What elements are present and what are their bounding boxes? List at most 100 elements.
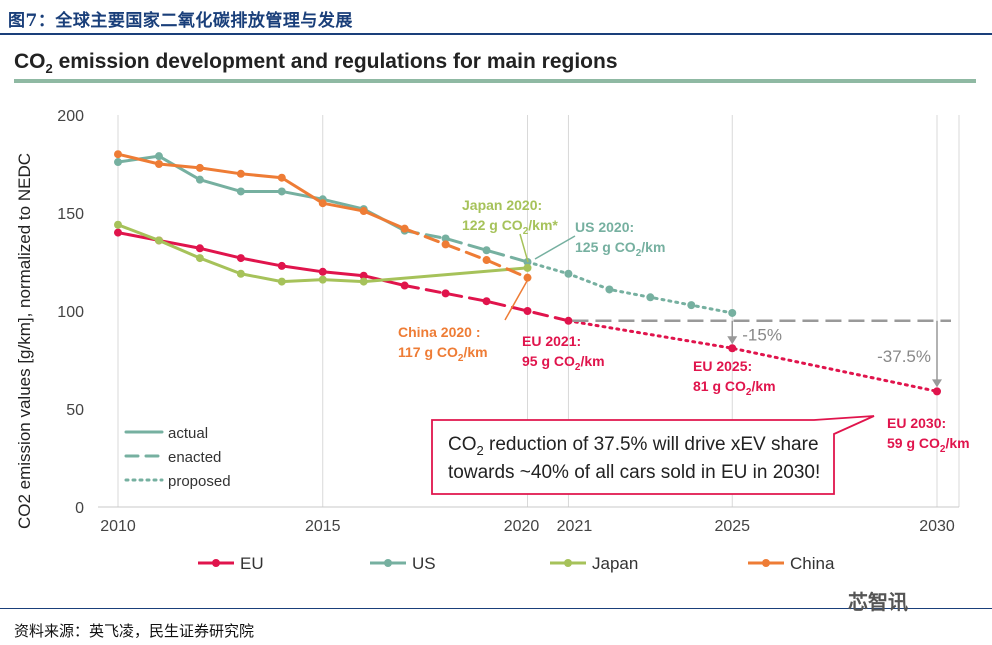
point-japan-2010 (114, 220, 122, 229)
point-china-2017 (400, 224, 409, 233)
callout-line2: towards ~40% of all cars sold in EU in 2… (448, 462, 820, 483)
legend-eu-label: EU (240, 554, 264, 573)
callout-box (431, 415, 875, 495)
legend-us-marker (384, 559, 392, 567)
point-us-2022 (605, 285, 614, 294)
series-eu-enacted-line (403, 284, 570, 323)
annotation-eu-2030-line1: EU 2030: (887, 415, 946, 431)
legend-china-marker (762, 559, 770, 567)
point-china-2015 (318, 199, 327, 208)
point-us-2012 (195, 175, 204, 184)
y-tick-50: 50 (66, 402, 84, 419)
callout-line1: CO2 reduction of 37.5% will drive xEV sh… (448, 434, 819, 458)
point-china-2010 (114, 150, 122, 159)
title-rule (14, 79, 976, 83)
annotation-eu-2021-line2: 95 g CO2/km (522, 353, 605, 373)
y-tick-200: 200 (57, 108, 84, 125)
us-pointer-line (534, 235, 576, 260)
point-us-2025 (728, 308, 737, 317)
point-japan-2015 (318, 275, 327, 284)
point-us-2010 (114, 158, 122, 167)
x-tick-2025: 2025 (714, 518, 750, 535)
point-us-2014 (277, 187, 286, 196)
annotation-china-2020-line2: 117 g CO2/km (398, 344, 488, 364)
point-china-2020 (523, 273, 532, 282)
point-eu-2030 (933, 387, 941, 396)
series-china-enacted-line (403, 227, 529, 280)
point-eu-2016 (359, 271, 368, 280)
point-china-2014 (277, 173, 286, 182)
annotation-us-2020-line1: US 2020: (575, 219, 634, 235)
point-china-2013 (236, 169, 245, 178)
legend-style-enacted-label: enacted (168, 449, 221, 466)
point-japan-2014 (277, 277, 286, 286)
legend-style-actual-label: actual (168, 425, 208, 442)
point-us-2023 (646, 293, 655, 302)
title-rest: emission development and regulations for… (52, 50, 618, 73)
annotation-us-2020-line2: 125 g CO2/km (575, 239, 665, 259)
point-eu-2012 (195, 244, 204, 253)
point-japan-2011 (154, 236, 163, 245)
annotation-eu-2025-line2: 81 g CO2/km (693, 378, 776, 398)
arrow-375-head (932, 379, 942, 388)
point-eu-2010 (114, 228, 122, 237)
legend-eu-marker (212, 559, 220, 567)
y-tick-150: 150 (57, 206, 84, 223)
point-eu-2015 (318, 267, 327, 276)
watermark: 芯智讯 (848, 592, 908, 614)
legend-japan-marker (564, 559, 572, 567)
point-eu-2013 (236, 254, 245, 263)
x-tick-2020: 2020 (504, 518, 540, 535)
japan-pointer-line (519, 233, 529, 263)
point-china-2018 (441, 240, 450, 249)
point-eu-2020 (523, 307, 532, 315)
series-japan-actual-line (116, 223, 529, 284)
point-china-2016 (359, 207, 368, 216)
point-eu-2018 (441, 289, 450, 298)
top-rule (0, 33, 992, 35)
annotation-japan-2020-line1: Japan 2020: (462, 197, 542, 213)
annotation-eu-2025-line1: EU 2025: (693, 358, 752, 374)
series-eu-actual-line (116, 231, 407, 288)
legend-style-proposed-label: proposed (168, 473, 231, 490)
point-eu-2025 (728, 344, 737, 353)
annotation-china-2020-line1: China 2020 : (398, 324, 480, 340)
annotation-eu-2021-line1: EU 2021: (522, 333, 581, 349)
point-japan-2013 (236, 269, 245, 278)
point-china-2011 (154, 160, 163, 168)
point-eu-2014 (277, 261, 286, 270)
title-sub: 2 (45, 61, 53, 77)
series-us-enacted-line (403, 229, 529, 264)
title-main: CO (14, 50, 46, 73)
legend-china-label: China (790, 554, 835, 573)
point-japan-2016 (359, 277, 368, 286)
legend-us-label: US (412, 554, 436, 573)
point-china-2019 (482, 256, 491, 265)
figure-caption: 图7：全球主要国家二氧化碳排放管理与发展 (8, 11, 353, 31)
pct-15-label: -15% (742, 326, 782, 345)
point-eu-2021 (564, 316, 573, 325)
annotation-japan-2020-line2: 122 g CO2/km* (462, 217, 558, 237)
y-tick-0: 0 (75, 500, 84, 517)
series-china-actual-line (116, 152, 407, 231)
series-us-proposed-line (526, 260, 734, 315)
x-tick-2021: 2021 (557, 518, 593, 535)
point-us-2019 (482, 246, 491, 255)
point-us-2013 (236, 187, 245, 196)
point-china-2012 (195, 163, 204, 172)
legend-japan-label: Japan (592, 554, 638, 573)
point-us-2011 (154, 152, 163, 161)
x-tick-2010: 2010 (100, 518, 136, 535)
point-us-2021 (564, 269, 573, 278)
point-japan-2020 (523, 263, 532, 272)
y-tick-100: 100 (57, 304, 84, 321)
point-japan-2012 (195, 254, 204, 263)
point-us-2018 (441, 234, 450, 243)
source-note: 资料来源：英飞凌，民生证券研究院 (14, 622, 255, 640)
annotation-eu-2030-line2: 59 g CO2/km (887, 435, 970, 455)
series-us-actual-line (116, 154, 407, 233)
point-us-2024 (687, 301, 696, 310)
arrow-15-head (727, 336, 738, 345)
point-eu-2017 (400, 281, 409, 290)
